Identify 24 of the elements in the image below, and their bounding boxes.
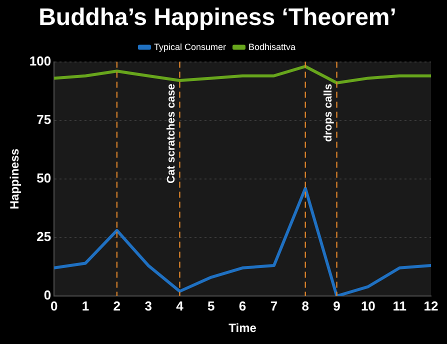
y-tick-label: 100 [29,53,52,68]
ref-line-label: Cat scratches case [165,84,178,184]
y-tick-label: 0 [44,288,52,303]
y-axis-title: Happiness [8,148,22,210]
y-tick-label: 75 [36,112,52,127]
x-tick-label: 2 [113,298,121,314]
x-tick-label: 6 [238,298,246,314]
x-tick-label: 12 [424,298,438,314]
x-tick-label: 11 [392,298,406,314]
x-axis-title: Time [228,321,257,336]
x-tick-label: 3 [144,298,152,314]
legend-label: Typical Consumer [154,42,226,52]
x-tick-label: 7 [270,298,278,314]
x-tick-label: 1 [82,298,90,314]
y-tick-label: 25 [36,229,52,244]
chart-title: Buddha’s Happiness ‘Theorem’ [38,4,396,32]
x-tick-label: 10 [360,298,376,314]
ref-line-label: drops calls [322,84,334,142]
x-tick-label: 5 [208,298,215,314]
x-tick-label: 8 [302,298,309,314]
y-tick-label: 50 [36,170,52,186]
legend-label: Bodhisattva [248,42,296,52]
x-tick-label: 4 [176,298,184,314]
x-tick-label: 9 [333,298,340,314]
